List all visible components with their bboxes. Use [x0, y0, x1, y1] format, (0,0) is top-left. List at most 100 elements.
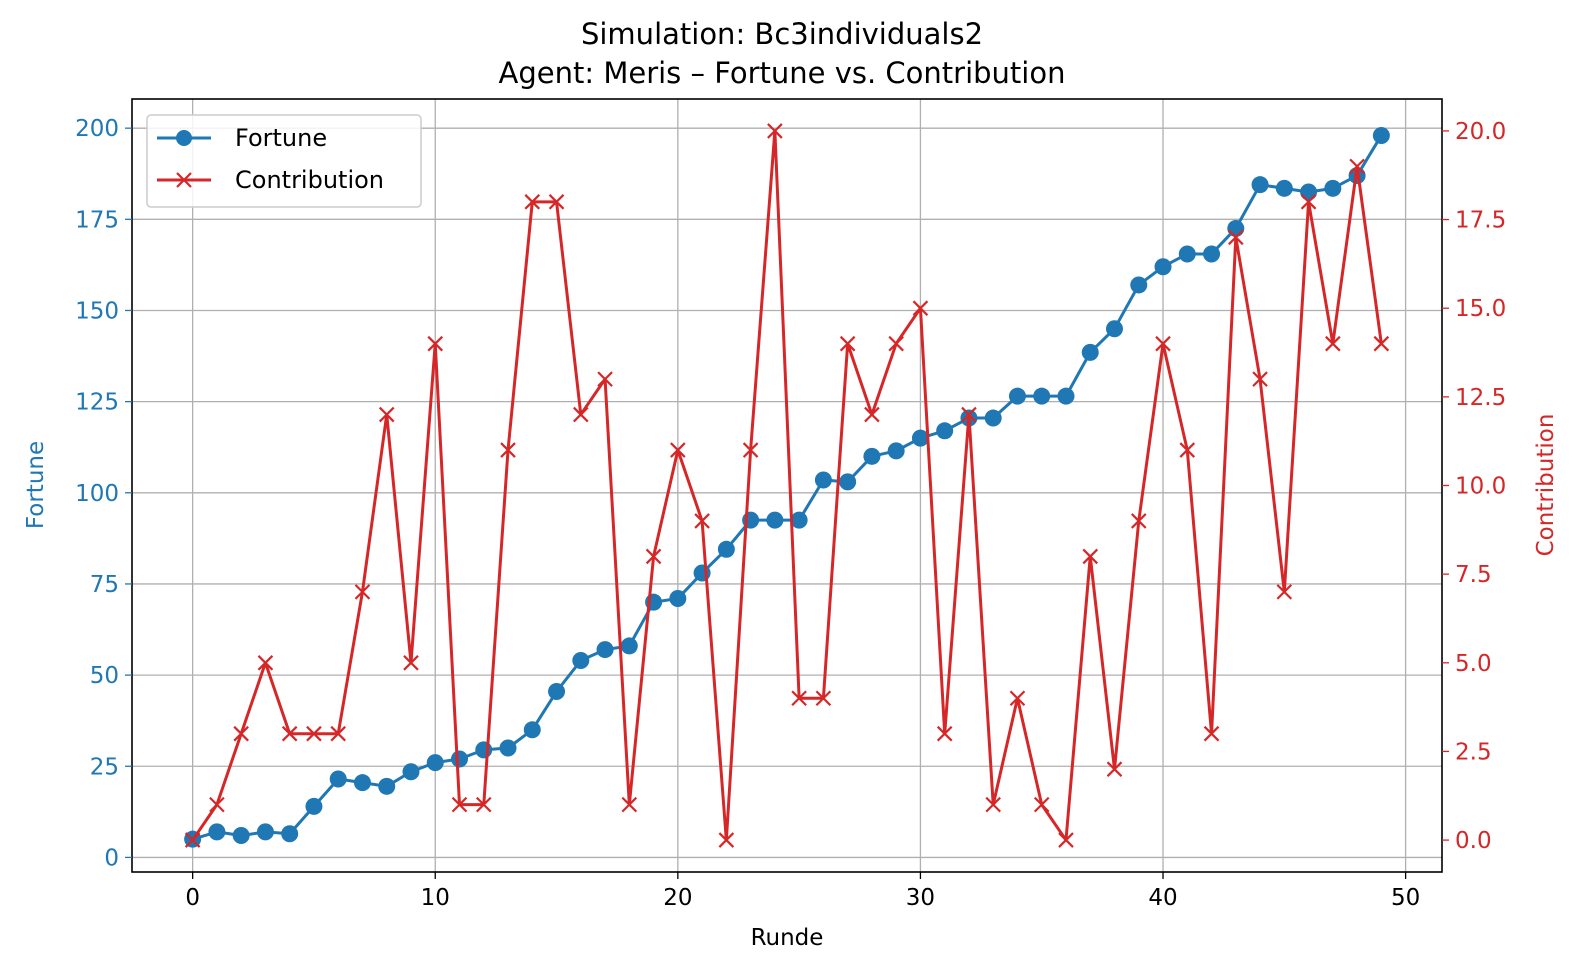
contribution-point — [1106, 761, 1123, 777]
contribution-point — [621, 796, 638, 813]
fortune-point — [839, 473, 857, 491]
contribution-point — [742, 442, 759, 458]
legend-box — [146, 114, 422, 208]
fortune-point — [1154, 258, 1172, 276]
contribution-point — [524, 194, 541, 210]
legend-contribution-label: Contribution — [235, 166, 384, 194]
contribution-point — [1300, 194, 1317, 210]
fortune-point — [475, 741, 493, 759]
y-left-tick-label: 175 — [75, 207, 119, 233]
fortune-point — [766, 511, 784, 529]
fortune-point — [1251, 176, 1269, 194]
contribution-point — [1276, 584, 1293, 600]
contribution-point — [354, 584, 371, 600]
y-left-tick-label: 0 — [104, 845, 119, 871]
fortune-point — [1130, 276, 1148, 294]
fortune-point — [1033, 387, 1051, 405]
legend-contribution-marker — [176, 172, 192, 188]
contribution-point — [403, 655, 419, 671]
contribution-point — [1373, 335, 1390, 352]
fortune-point — [572, 652, 590, 670]
fortune-point — [936, 422, 954, 440]
contribution-point — [184, 832, 201, 848]
y-right-tick-label: 7.5 — [1455, 562, 1492, 588]
contribution-point — [694, 513, 710, 529]
fortune-point — [1203, 245, 1221, 263]
contribution-point — [1155, 335, 1171, 352]
contribution-point — [1058, 832, 1074, 848]
contribution-point — [936, 725, 953, 742]
contribution-point — [718, 832, 735, 848]
y-axis-label-left: Fortune — [23, 441, 49, 529]
contribution-point — [209, 796, 225, 813]
y-right-tick-label: 0.0 — [1455, 828, 1492, 854]
fortune-point — [329, 770, 347, 788]
x-tick-label: 50 — [1391, 885, 1420, 911]
contribution-point — [1179, 442, 1196, 458]
contribution-point — [281, 725, 298, 742]
fortune-point — [451, 750, 468, 768]
fortune-point — [305, 797, 323, 815]
fortune-point — [1106, 320, 1123, 338]
fortune-point — [814, 471, 832, 489]
fortune-point — [426, 754, 444, 772]
contribution-point — [815, 690, 832, 707]
fortune-point — [208, 823, 226, 841]
y-right-tick-label: 20.0 — [1455, 119, 1506, 145]
contribution-point — [1228, 229, 1244, 246]
fortune-point — [1008, 387, 1026, 405]
contribution-point — [1009, 690, 1026, 707]
contribution-point — [645, 548, 662, 565]
contribution-point — [1325, 335, 1341, 352]
fortune-point — [548, 683, 566, 701]
fortune-point — [1324, 179, 1342, 197]
contribution-point — [912, 300, 929, 316]
x-tick-label: 40 — [1148, 885, 1177, 911]
fortune-point — [256, 823, 274, 841]
legend-fortune-marker — [176, 130, 192, 146]
contribution-point — [961, 406, 977, 423]
y-right-tick-label: 2.5 — [1455, 739, 1492, 765]
contribution-point — [597, 371, 613, 387]
y-axis-label-right: Contribution — [1533, 414, 1559, 557]
y-left-tick-label: 150 — [75, 298, 119, 324]
contribution-point — [378, 406, 395, 423]
contribution-point — [500, 442, 516, 458]
legend-fortune-label: Fortune — [235, 124, 327, 152]
fortune-point — [669, 590, 687, 608]
fortune-point — [863, 447, 881, 465]
fortune-point — [1081, 343, 1099, 361]
y-right-tick-label: 12.5 — [1455, 385, 1506, 411]
fortune-point — [1227, 219, 1245, 237]
contribution-point — [1252, 371, 1268, 387]
contribution-point — [548, 194, 565, 210]
chart-title: Simulation: Bc3individuals2 — [581, 17, 983, 51]
y-left-tick-label: 25 — [90, 754, 119, 780]
fortune-point — [1275, 179, 1293, 197]
contribution-point — [451, 796, 468, 813]
fortune-point — [1178, 245, 1196, 263]
contribution-point — [1349, 158, 1365, 175]
contribution-point — [1130, 513, 1147, 529]
fortune-point — [499, 739, 517, 757]
contribution-point — [767, 123, 783, 139]
fortune-point — [353, 774, 371, 792]
x-axis-label: Runde — [751, 925, 824, 951]
contribution-point — [839, 335, 856, 352]
contribution-point — [864, 406, 880, 423]
fortune-point — [790, 511, 808, 529]
fortune-point — [523, 721, 541, 739]
x-tick-label: 30 — [906, 885, 935, 911]
contribution-point — [427, 335, 444, 352]
contribution-point — [475, 796, 492, 813]
x-tick-label: 10 — [421, 885, 450, 911]
fortune-point — [1300, 183, 1318, 201]
x-tick-label: 20 — [663, 885, 692, 911]
legend: Fortune Contribution — [146, 114, 422, 208]
fortune-point — [1372, 126, 1390, 144]
fortune-point — [402, 763, 420, 781]
y-left-tick-label: 100 — [75, 481, 119, 507]
y-left-tick-label: 125 — [75, 390, 119, 416]
